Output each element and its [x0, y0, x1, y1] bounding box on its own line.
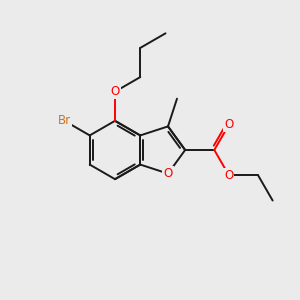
Text: O: O	[224, 118, 233, 131]
Text: O: O	[164, 167, 172, 180]
Text: O: O	[224, 169, 233, 182]
Text: Br: Br	[58, 114, 71, 127]
Text: O: O	[110, 85, 120, 98]
